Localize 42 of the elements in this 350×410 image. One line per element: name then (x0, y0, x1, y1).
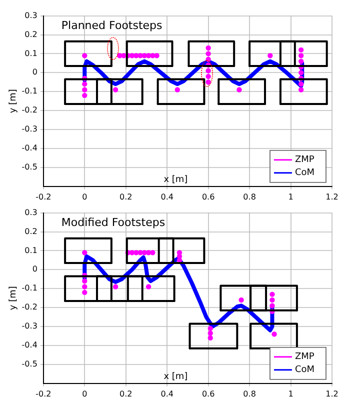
x-tick-label: 1 (288, 389, 294, 398)
x-tick-label: 0 (82, 389, 88, 398)
y-tick-label: -0.4 (22, 340, 38, 350)
legend-label: ZMP (295, 155, 315, 166)
y-tick-label: 0 (32, 264, 38, 274)
y-tick-label: -0.2 (22, 106, 38, 115)
legend-label: CoM (295, 365, 315, 376)
y-tick-label: 0.3 (24, 208, 38, 217)
y-tick-label: 0.2 (24, 226, 38, 236)
y-axis-title: y [m] (8, 89, 19, 114)
y-tick-label: -0.5 (22, 360, 38, 369)
y-tick-label: -0.4 (22, 144, 38, 153)
y-tick-label: -0.3 (22, 322, 38, 331)
legend-label: ZMP (295, 352, 315, 362)
y-tick-label: 0.2 (24, 30, 38, 39)
x-tick-label: 0.8 (243, 192, 256, 202)
x-axis-title: x [m] (164, 372, 188, 382)
chart-title: Modified Footsteps (61, 216, 166, 230)
legend-label: CoM (295, 168, 315, 178)
x-axis-title: x [m] (164, 175, 188, 186)
x-tick-label: 1 (288, 192, 294, 202)
y-tick-label: -0.5 (22, 162, 38, 172)
y-tick-label: -0.3 (22, 124, 38, 134)
x-tick-label: 0.6 (202, 389, 215, 398)
x-tick-label: 0.6 (202, 192, 215, 202)
x-tick-label: 0.8 (243, 389, 256, 398)
x-tick-label: 0.2 (119, 389, 132, 398)
y-axis-title: y [m] (8, 286, 19, 310)
y-tick-label: 0.3 (24, 10, 38, 20)
y-tick-label: 0.1 (24, 246, 38, 255)
y-tick-label: 0 (32, 68, 38, 77)
chart-title: Planned Footsteps (61, 19, 163, 32)
x-tick-label: 0 (82, 192, 88, 202)
y-tick-label: 0.1 (24, 48, 38, 58)
x-tick-label: 1.2 (326, 192, 338, 202)
y-tick-label: -0.2 (22, 302, 38, 312)
x-tick-label: 0.2 (119, 192, 132, 202)
y-tick-label: -0.1 (22, 284, 38, 293)
x-tick-label: 0.4 (160, 389, 174, 398)
x-tick-label: 0.4 (160, 192, 174, 202)
x-tick-label: 1.2 (326, 389, 338, 398)
y-tick-label: -0.1 (22, 86, 38, 96)
